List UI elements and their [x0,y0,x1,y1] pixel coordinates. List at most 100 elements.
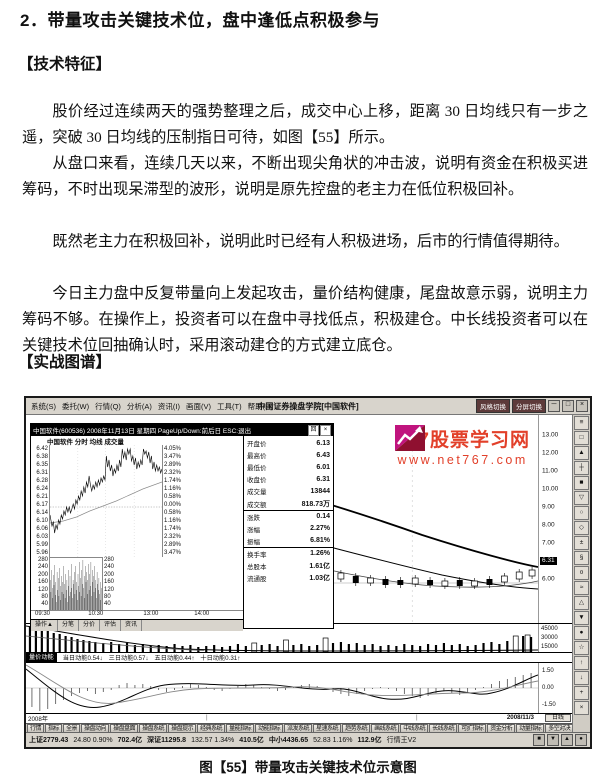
toolbar-icon[interactable]: ↓ [574,671,589,685]
toolbar-icon[interactable]: △ [574,596,589,610]
paragraph: 股价经过连续两天的强势整理之后，成交中心上移，距离 30 日均线只有一步之遥，突… [22,103,588,147]
kline-plot: 767股票学习网 www.net767.com 中国软件(600536) 200… [26,415,538,631]
close-icon[interactable]: × [576,400,588,412]
status-turnover: 702.4亿 [117,737,143,744]
toolbar-icon[interactable]: ● [574,626,589,640]
momentum-value: 当日动能0.54↓ [62,655,103,662]
status-up-icon[interactable]: ▲ [561,734,573,746]
momentum-value: 十日动能0.31↑ [200,655,241,662]
quote-row: 振幅 6.81% [244,535,333,548]
tab-evaluate[interactable]: 评估 [100,620,121,631]
toolbar-icon[interactable]: × [574,701,589,715]
quote-row: 最高价 6.43 [247,451,330,461]
kline-price-axis: 13.00 12.00 11.00 10.00 9.00 8.00 7.00 6… [538,415,572,623]
toolbar-icon[interactable]: ▼ [574,611,589,625]
quote-row: 换手率 1.26% [247,550,330,559]
status-product-label: 行情王V2 [386,737,417,744]
quote-row: 流通股 1.03亿 [247,575,330,584]
date-axis-date: 2008/11/3 [506,714,534,721]
intraday-titlebar[interactable]: 中国软件(600536) 2008年11月13日 星期四 PageUp/Down… [31,424,333,436]
indicator-panel: 1.50 0.00 -1.50 [26,662,572,713]
quote-row: 最低价 6.01 [247,463,330,473]
watermark-logo-icon [395,425,426,451]
status-change: 52.83 1.16% [313,736,353,744]
status-index-sme: 中小4436.65 [268,737,309,744]
date-axis-year: 2008年 [28,716,48,723]
menu-view[interactable]: 画面(V) [186,401,212,411]
minimize-icon[interactable]: ─ [548,400,560,412]
status-change: 24.80 0.90% [73,736,113,744]
figure-caption: 图【55】带量攻击关键技术位示意图 [199,760,417,775]
style-switch-button[interactable]: 风格切换 [476,399,510,413]
status-index-sh: 上证2779.43 [29,737,69,744]
split-switch-button[interactable]: 分屏切换 [512,399,546,413]
quote-row: 开盘价 6.13 [247,439,330,449]
toolbar-icon[interactable]: ☆ [574,641,589,655]
intraday-price-plot [49,445,163,557]
maximize-icon[interactable]: □ [562,400,574,412]
kline-curves [144,435,538,623]
toolbar-icon[interactable]: ■ [574,476,589,490]
status-record-icon[interactable]: ● [575,734,587,746]
intraday-window: 中国软件(600536) 2008年11月13日 星期四 PageUp/Down… [30,423,334,631]
momentum-value: 三日动能0.57↓ [108,655,149,662]
kline-chart-area: 767股票学习网 www.net767.com 中国软件(600536) 200… [26,415,572,631]
menu-analysis[interactable]: 分析(A) [126,401,152,411]
status-turnover: 112.9亿 [357,737,382,744]
toolbar-icon[interactable]: ± [574,536,589,550]
indicator-axis: 1.50 0.00 -1.50 [538,663,572,713]
status-change: 132.57 1.34% [191,736,235,744]
momentum-indicator-name: 量价动能 [26,653,57,662]
tab-price-dist[interactable]: 分价 [79,620,100,631]
restore-icon[interactable]: 回 [308,424,319,436]
toolbar-icon[interactable]: + [574,686,589,700]
toolbar-icon[interactable]: ◇ [574,521,589,535]
status-down-icon[interactable]: ▼ [547,734,559,746]
status-bar: 上证2779.43 24.80 0.90% 702.4亿 深证11295.8 1… [26,732,590,747]
period-label[interactable]: 日线 [545,714,571,722]
close-icon[interactable]: × [320,424,331,436]
status-index-sz: 深证11295.8 [147,737,187,744]
watermark: 767股票学习网 www.net767.com [395,425,530,467]
right-toolbar: ≡ □ ▲ ┼ ■ ▽ ○ ◇ ± § ¤ ≈ △ ▼ ● ☆ ↑ ↓ + × [573,415,590,732]
quote-row: 成交额 818.73万 [244,497,333,511]
toolbar-icon[interactable]: ▲ [574,446,589,460]
tab-news[interactable]: 资讯 [121,620,143,631]
stock-software-screenshot: 中国证券操盘学院[中国软件] 系统(S) 委托(W) 行情(Q) 分析(A) 资… [24,396,592,749]
menu-info[interactable]: 资讯(I) [157,401,181,411]
section-heading-practice: 【实战图谱】 [18,354,112,371]
menu-tools[interactable]: 工具(T) [217,401,242,411]
toolbar-icon[interactable]: ↑ [574,656,589,670]
toolbar-icon[interactable]: ≈ [574,581,589,595]
app-titlebar: 中国证券操盘学院[中国软件] 系统(S) 委托(W) 行情(Q) 分析(A) 资… [26,398,590,415]
section-heading-tech: 【技术特征】 [18,56,112,73]
watermark-site-name: 767股票学习网 [395,430,530,451]
intraday-pct-axis: 4.05% 3.47% 2.89% 2.32% 1.74% 1.16% 0.58% 0.… [164,446,182,556]
quote-row: 总股本 1.61亿 [247,562,330,571]
paragraph: 从盘口来看，连续几天以来，不断出现尖角状的冲击波，说明有资金在积极买进筹码，不时… [22,155,588,199]
toolbar-icon[interactable]: ┼ [574,461,589,475]
toolbar-icon[interactable]: ¤ [574,566,589,580]
toolbar-icon[interactable]: § [574,551,589,565]
toolbar-icon[interactable]: ○ [574,506,589,520]
quote-row: 涨幅 2.27% [247,525,330,534]
tab-ticks[interactable]: 分笔 [58,620,79,631]
watermark-url: www.net767.com [397,453,528,467]
momentum-value: 五日动能0.44↑ [154,655,195,662]
toolbar-icon[interactable]: □ [574,431,589,445]
status-stop-icon[interactable]: ■ [533,734,545,746]
intraday-tab-bar: 操作▲ 分笔 分价 评估 资讯 [31,619,243,631]
intraday-time-axis: 09:30 10:30 13:00 14:00 [31,610,243,619]
menu-quote[interactable]: 行情(Q) [95,401,121,411]
quote-panel: 开盘价 6.13 最高价 6.43 最低价 6.01 收盘价 6.31 成交量 13844… [244,436,333,628]
tab-actions[interactable]: 操作▲ [31,620,58,631]
toolbar-icon[interactable]: ≡ [574,416,589,430]
quote-row: 涨跌 0.14 [247,513,330,522]
date-axis: 2008年 | | 2008/11/3 日线 [26,713,572,723]
menu-trade[interactable]: 委托(W) [62,401,90,411]
toolbar-icon[interactable]: ▽ [574,491,589,505]
menu-system[interactable]: 系统(S) [31,401,56,411]
menu-help[interactable]: 帮助(H) [247,401,274,411]
quote-row: 成交量 13844 [247,487,330,497]
intraday-price-axis: 6.42 6.38 6.35 6.31 6.28 6.24 6.21 6.17 6.14… [36,446,48,556]
